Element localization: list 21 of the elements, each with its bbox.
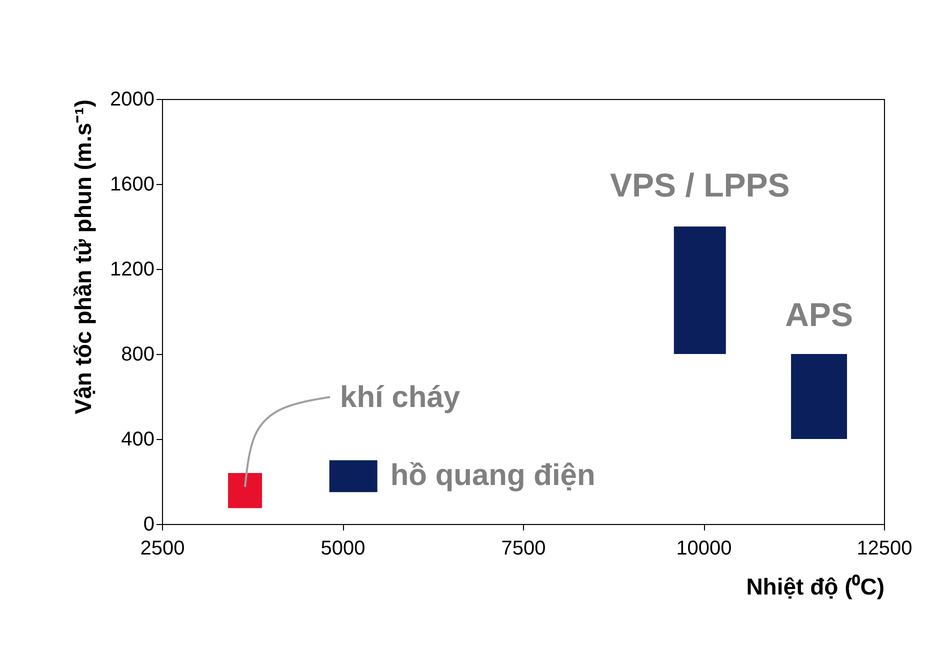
y-tick-label: 800 xyxy=(121,344,154,366)
text: khí cháy xyxy=(340,381,460,414)
series-label: VPS / LPPS xyxy=(610,166,790,204)
y-tick-label: 2000 xyxy=(110,88,154,110)
y-tick-label: 0 xyxy=(143,514,154,536)
bar xyxy=(791,354,848,439)
y-tick-label: 1200 xyxy=(110,258,154,280)
bar xyxy=(674,226,726,354)
x-tick-label: 5000 xyxy=(320,538,366,560)
x-tick-label: 10000 xyxy=(676,538,732,560)
y-tick-label: 400 xyxy=(121,428,154,450)
x-tick-label: 2500 xyxy=(140,538,185,560)
series-label: APS xyxy=(785,296,853,333)
y-axis-title: Vận tốc phần tử phun (m.s⁻¹) xyxy=(70,100,96,414)
bar xyxy=(228,473,262,508)
x-tick-label: 7500 xyxy=(501,538,546,560)
x-axis-title: Nhiệt độ (⁰C) xyxy=(746,574,884,600)
y-tick-label: 1600 xyxy=(110,174,154,196)
bar xyxy=(329,460,378,492)
series-label: hồ quang điện xyxy=(390,459,596,492)
x-tick-label: 12500 xyxy=(856,538,912,560)
